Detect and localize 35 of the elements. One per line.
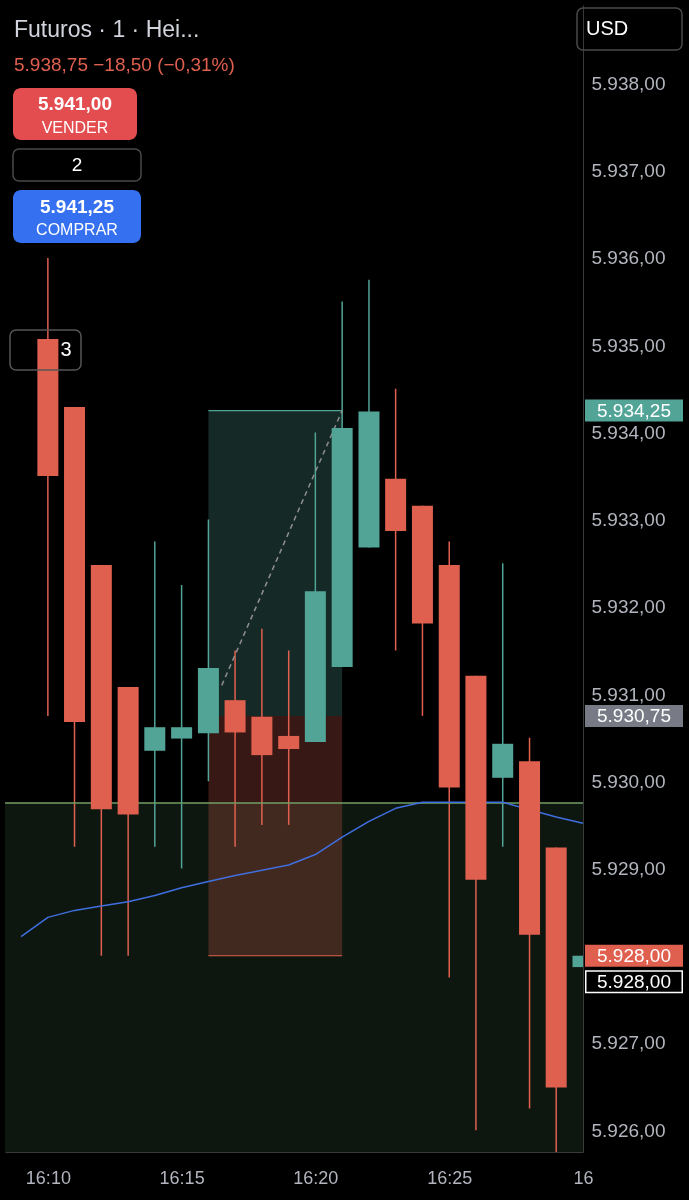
x-tick-label: 16:20 — [293, 1167, 339, 1188]
y-tick-label: 5.931,00 — [591, 683, 666, 705]
text: 5.928,00 — [597, 970, 671, 992]
annotation: VENDER — [41, 119, 109, 136]
x-tick-label: 16:10 — [25, 1167, 71, 1188]
y-tick-label: 5.926,00 — [591, 1119, 666, 1141]
text: USD — [586, 17, 629, 39]
annotation: 2 — [71, 154, 83, 175]
annotation: 5.941,25 — [40, 196, 115, 217]
y-tick-label: 5.930,00 — [591, 770, 666, 792]
x-tick-label: 16:15 — [159, 1167, 205, 1188]
candlestick — [144, 540, 166, 848]
text: 5.928,00 — [597, 944, 671, 966]
x-tick-label: 16:25 — [427, 1167, 473, 1188]
text: 5.930,75 — [597, 704, 671, 726]
candlestick — [171, 584, 193, 870]
annotation: 5.941,00 — [38, 93, 112, 114]
annotation: 3 — [60, 338, 72, 360]
y-tick-label: 5.935,00 — [591, 334, 666, 356]
y-tick-label: 5.934,00 — [591, 421, 666, 443]
annotation: COMPRAR — [36, 221, 118, 238]
y-tick-label: 5.933,00 — [591, 509, 666, 531]
y-tick-label: 5.929,00 — [591, 858, 666, 880]
text: 5.938,75 −18,50 (−0,31%) — [14, 54, 235, 75]
x-tick-label: 16 — [573, 1167, 594, 1188]
y-tick-label: 5.937,00 — [591, 160, 666, 182]
text: 5.934,25 — [597, 399, 671, 421]
y-tick-label: 5.932,00 — [591, 596, 666, 618]
y-tick-label: 5.938,00 — [591, 73, 666, 94]
text: Futuros · 1 · Hei... — [14, 16, 200, 42]
y-tick-label: 5.936,00 — [591, 247, 666, 269]
line-series — [20, 801, 583, 938]
candlestick — [278, 649, 300, 826]
candlestick — [492, 562, 514, 848]
y-tick-label: 5.927,00 — [591, 1032, 666, 1054]
